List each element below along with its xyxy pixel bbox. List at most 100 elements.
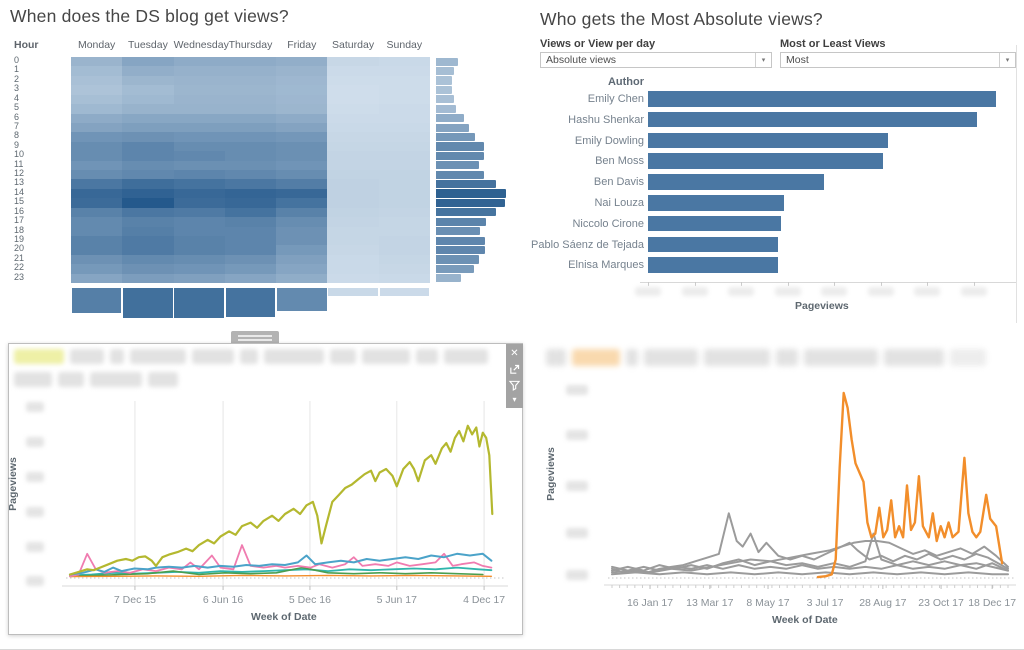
heatmap-cell[interactable] (71, 245, 123, 256)
heatmap-cell[interactable] (71, 170, 123, 180)
heatmap-cell[interactable] (224, 75, 277, 86)
day-total-bar[interactable] (225, 288, 276, 317)
heatmap-cell[interactable] (122, 235, 175, 246)
heatmap-cell[interactable] (276, 198, 328, 209)
heatmap-cell[interactable] (327, 207, 380, 218)
heatmap-cell[interactable] (224, 132, 277, 143)
heatmap-cell[interactable] (378, 151, 431, 162)
heatmap-cell[interactable] (224, 151, 277, 162)
heatmap-cell[interactable] (173, 226, 226, 237)
heatmap-cell[interactable] (327, 273, 380, 284)
heatmap-cell[interactable] (173, 57, 226, 67)
heatmap-cell[interactable] (71, 198, 123, 209)
heatmap-cell[interactable] (71, 217, 123, 227)
close-icon[interactable]: ✕ (510, 348, 519, 359)
heatmap-cell[interactable] (327, 122, 380, 133)
heatmap-cell[interactable] (224, 226, 277, 237)
heatmap-cell[interactable] (122, 273, 175, 284)
heatmap-cell[interactable] (173, 141, 226, 152)
heatmap-cell[interactable] (173, 170, 226, 180)
heatmap-cell[interactable] (327, 141, 380, 152)
heatmap-cell[interactable] (173, 122, 226, 133)
heatmap-cell[interactable] (224, 198, 277, 209)
heatmap-cell[interactable] (327, 151, 380, 162)
heatmap-cell[interactable] (71, 132, 123, 143)
hour-total-bar[interactable] (436, 245, 485, 255)
heatmap-cell[interactable] (71, 57, 123, 67)
heatmap-cell[interactable] (173, 273, 226, 284)
heatmap-cell[interactable] (122, 57, 175, 67)
day-total-bar[interactable] (379, 288, 430, 296)
heatmap-cell[interactable] (378, 104, 431, 114)
heatmap-cell[interactable] (378, 132, 431, 143)
hour-total-bar[interactable] (436, 264, 474, 273)
heatmap-cell[interactable] (378, 254, 431, 265)
heatmap-cell[interactable] (122, 151, 175, 162)
heatmap-cell[interactable] (378, 122, 431, 133)
heatmap-cell[interactable] (327, 217, 380, 227)
heatmap-cell[interactable] (122, 104, 175, 114)
chevron-down-icon[interactable]: ▾ (755, 53, 771, 67)
heatmap-cell[interactable] (122, 122, 175, 133)
heatmap-cell[interactable] (327, 75, 380, 86)
heatmap-cell[interactable] (173, 151, 226, 162)
heatmap-cell[interactable] (173, 94, 226, 105)
heatmap-cell[interactable] (327, 113, 380, 124)
heatmap-cell[interactable] (122, 160, 175, 171)
hour-total-bar[interactable] (436, 227, 481, 236)
heatmap-cell[interactable] (71, 179, 123, 190)
author-bar[interactable] (648, 215, 781, 232)
hour-total-bar[interactable] (436, 217, 487, 226)
heatmap-cell[interactable] (224, 254, 277, 265)
heatmap-cell[interactable] (71, 141, 123, 152)
heatmap-cell[interactable] (378, 75, 431, 86)
author-bar[interactable] (648, 236, 778, 253)
heatmap-cell[interactable] (173, 235, 226, 246)
hour-total-bar[interactable] (436, 57, 458, 66)
hour-total-bar[interactable] (436, 236, 485, 245)
heatmap-cell[interactable] (276, 151, 328, 162)
heatmap-cell[interactable] (71, 264, 123, 275)
author-bar[interactable] (648, 132, 889, 149)
olive-series[interactable] (68, 424, 494, 576)
heatmap-cell[interactable] (327, 235, 380, 246)
heatmap-cell[interactable] (173, 198, 226, 209)
heatmap-cell[interactable] (173, 66, 226, 77)
heatmap-cell[interactable] (71, 207, 123, 218)
heatmap-cell[interactable] (276, 104, 328, 114)
heatmap-cell[interactable] (224, 170, 277, 180)
heatmap-cell[interactable] (122, 254, 175, 265)
hour-total-bar[interactable] (436, 189, 506, 198)
author-bar[interactable] (648, 91, 996, 107)
heatmap-cell[interactable] (173, 113, 226, 124)
heatmap-cell[interactable] (224, 66, 277, 77)
heatmap-cell[interactable] (276, 179, 328, 190)
heatmap-cell[interactable] (122, 85, 175, 96)
heatmap-cell[interactable] (224, 217, 277, 227)
heatmap-cell[interactable] (378, 85, 431, 96)
heatmap-cell[interactable] (327, 264, 380, 275)
heatmap-cell[interactable] (224, 179, 277, 190)
heatmap-cell[interactable] (276, 122, 328, 133)
day-total-bar[interactable] (123, 288, 173, 318)
heatmap-cell[interactable] (71, 122, 123, 133)
hour-total-bar[interactable] (436, 76, 453, 85)
heatmap-cell[interactable] (378, 141, 431, 152)
heatmap-cell[interactable] (378, 57, 431, 67)
heatmap-cell[interactable] (71, 94, 123, 105)
heatmap-cell[interactable] (276, 170, 328, 180)
heatmap-cell[interactable] (173, 160, 226, 171)
heatmap-cell[interactable] (327, 254, 380, 265)
heatmap-cell[interactable] (71, 188, 123, 199)
heatmap-cell[interactable] (71, 273, 123, 284)
heatmap-cell[interactable] (378, 235, 431, 246)
heatmap-cell[interactable] (224, 113, 277, 124)
chevron-down-icon[interactable]: ▾ (512, 395, 517, 404)
day-total-bar[interactable] (276, 288, 327, 312)
heatmap-cell[interactable] (173, 75, 226, 86)
heatmap-cell[interactable] (173, 104, 226, 114)
heatmap-cell[interactable] (327, 85, 380, 96)
heatmap-cell[interactable] (327, 198, 380, 209)
heatmap-cell[interactable] (122, 207, 175, 218)
heatmap-cell[interactable] (276, 113, 328, 124)
